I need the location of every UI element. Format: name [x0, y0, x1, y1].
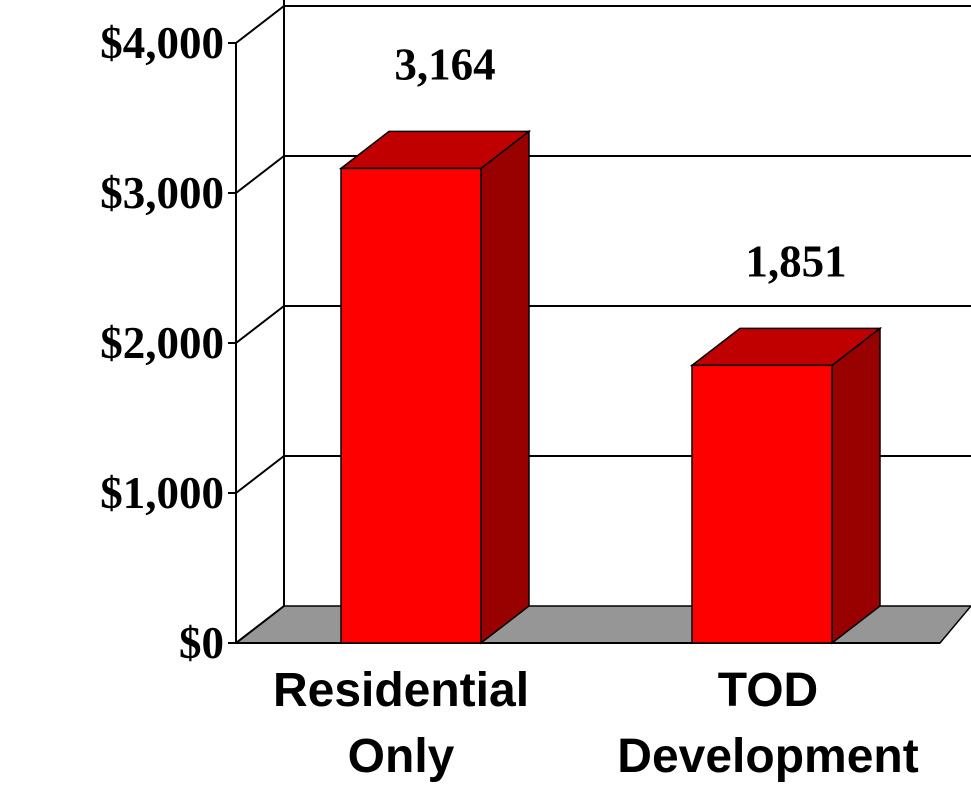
- y-tick-label: $0: [179, 618, 224, 668]
- category-label: Development: [617, 730, 918, 783]
- category-label: Residential: [273, 664, 529, 717]
- category-label: Only: [348, 730, 455, 783]
- axis-diagonal: [235, 155, 285, 194]
- bar: [338, 129, 532, 645]
- data-label: 1,851: [745, 236, 846, 286]
- y-tick-label: $2,000: [100, 318, 224, 368]
- axis-diagonal: [235, 605, 285, 644]
- y-axis: [228, 5, 940, 644]
- data-labels: 3,164 1,851: [394, 39, 846, 286]
- bars: [338, 129, 883, 645]
- y-tick-label: $1,000: [100, 468, 224, 518]
- bar: [689, 326, 883, 645]
- y-tick-label: $4,000: [100, 18, 224, 68]
- axis-diagonal: [235, 455, 285, 494]
- category-label: TOD: [718, 664, 818, 717]
- bar-front-face: [340, 167, 482, 644]
- axis-diagonal: [235, 305, 285, 344]
- y-tick-label: $3,000: [100, 168, 224, 218]
- bar-side-face: [480, 129, 530, 645]
- data-label: 3,164: [394, 39, 495, 89]
- category-labels: Residential Only TOD Development: [273, 664, 919, 783]
- bar-front-face: [691, 364, 833, 644]
- bar-side-face: [831, 326, 881, 645]
- axis-diagonal: [235, 5, 285, 44]
- y-axis-tick-labels: $0 $1,000 $2,000 $3,000 $4,000: [100, 18, 224, 668]
